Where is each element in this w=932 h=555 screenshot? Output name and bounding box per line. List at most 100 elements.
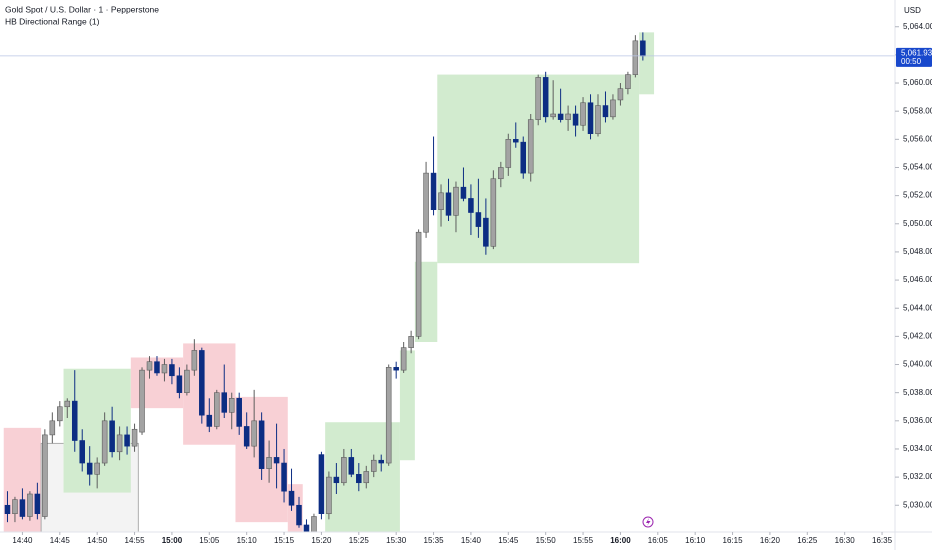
candle-body [221, 392, 228, 413]
candle-body [378, 459, 384, 464]
candle-body [490, 178, 497, 247]
candle-body [520, 141, 527, 174]
candle-body [12, 499, 18, 515]
candle-body [273, 457, 280, 464]
candle-body [356, 473, 362, 484]
x-tick-label: 16:20 [760, 536, 781, 545]
x-tick-label: 15:35 [424, 536, 445, 545]
candle-body [610, 99, 616, 118]
candle-body [71, 400, 78, 441]
x-tick-label: 16:00 [610, 536, 631, 545]
price-countdown: 00:50 [901, 57, 922, 66]
candle-body [318, 454, 325, 515]
candle-body [258, 420, 265, 469]
candle-body [326, 476, 332, 515]
candle-body [101, 420, 108, 464]
candle-body [94, 462, 100, 475]
x-tick-label: 14:45 [50, 536, 71, 545]
candle-body [542, 77, 549, 118]
y-tick-label: 5,030.00 [903, 500, 932, 509]
candle-body [595, 105, 601, 135]
candle-body [535, 77, 541, 120]
candle-body [580, 102, 586, 126]
candle-body [281, 462, 287, 492]
candle-body [550, 113, 556, 118]
candle-body [206, 414, 213, 427]
x-tick-label: 14:50 [87, 536, 108, 545]
candle-body [445, 192, 452, 216]
y-tick-label: 5,064.00 [903, 22, 932, 31]
candle-body [498, 167, 504, 180]
chart-title: Gold Spot / U.S. Dollar · 1 · Pepperston… [5, 4, 159, 14]
x-tick-label: 15:45 [498, 536, 519, 545]
candle-body [266, 457, 272, 469]
candle-body [296, 504, 302, 526]
candle-body [640, 40, 646, 57]
x-tick-label: 15:25 [349, 536, 370, 545]
candle-body [393, 367, 399, 371]
candle-body [303, 524, 310, 532]
x-tick-label: 15:55 [573, 536, 594, 545]
candle-body [460, 186, 467, 199]
candle-body [572, 113, 579, 126]
candle-body [154, 361, 160, 374]
y-tick-label: 5,042.00 [903, 331, 932, 340]
y-tick-label: 5,058.00 [903, 106, 932, 115]
candle-body [57, 406, 63, 422]
candle-body [632, 40, 639, 75]
candle-body [86, 462, 93, 475]
candle-body [348, 457, 355, 475]
candle-body [251, 420, 257, 447]
indicator-name: HB Directional Range (1) [5, 16, 100, 26]
candle-body [587, 102, 594, 135]
candle-body [184, 369, 190, 393]
candle-body [483, 217, 489, 247]
replay-icon[interactable] [642, 516, 654, 528]
x-tick-label: 16:25 [797, 536, 818, 545]
y-tick-label: 5,032.00 [903, 472, 932, 481]
candle-body [4, 504, 11, 515]
candle-body [311, 516, 317, 532]
x-tick-label: 15:10 [237, 536, 258, 545]
currency: USD [904, 6, 921, 15]
y-tick-label: 5,040.00 [903, 360, 932, 369]
candle-body [505, 139, 512, 168]
candle-body [468, 198, 474, 213]
y-tick-label: 5,050.00 [903, 219, 932, 228]
y-tick-label: 5,038.00 [903, 388, 932, 397]
candle-body [625, 74, 631, 89]
candle-body [565, 113, 571, 120]
candle-body [131, 428, 138, 447]
candle-body [423, 172, 429, 233]
x-tick-label: 15:20 [311, 536, 332, 545]
candle-body [139, 369, 145, 433]
price-label: 5,061.93 [901, 48, 932, 57]
candle-body [19, 499, 26, 517]
plot-area [0, 32, 895, 532]
candle-body [169, 364, 175, 377]
candle-body [176, 375, 183, 393]
candle-body [385, 367, 392, 464]
y-tick-label: 5,060.00 [903, 78, 932, 87]
candle-body [415, 231, 422, 337]
candle-body [116, 434, 123, 453]
candle-body [214, 392, 220, 427]
candle-body [602, 105, 609, 118]
x-tick-label: 15:15 [274, 536, 295, 545]
candle-body [64, 400, 71, 408]
candle-body [124, 434, 130, 447]
x-tick-label: 15:05 [199, 536, 220, 545]
candle-body [243, 426, 250, 447]
candle-body [617, 88, 624, 101]
candle-body [527, 119, 534, 174]
candle-body [475, 212, 482, 227]
y-tick-label: 5,052.00 [903, 191, 932, 200]
candle-body [400, 347, 407, 371]
x-tick-label: 16:35 [872, 536, 893, 545]
candle-body [333, 476, 340, 484]
y-tick-label: 5,048.00 [903, 247, 932, 256]
y-tick-label: 5,034.00 [903, 444, 932, 453]
y-tick-label: 5,056.00 [903, 134, 932, 143]
candle-body [453, 186, 459, 216]
